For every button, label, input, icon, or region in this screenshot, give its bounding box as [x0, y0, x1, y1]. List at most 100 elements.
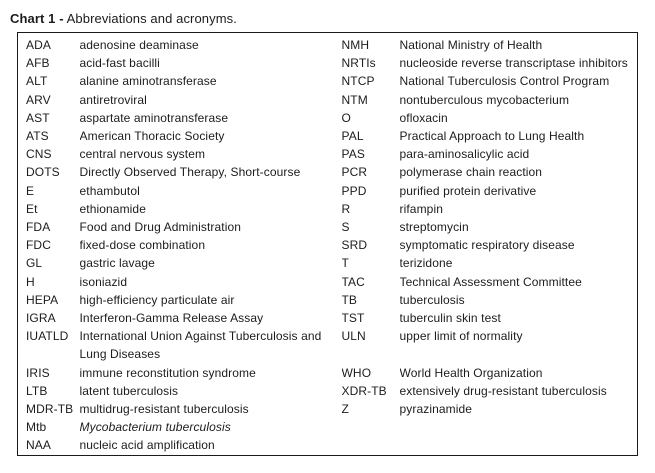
abbreviation-cell-left: LTB — [26, 383, 48, 398]
abbreviation-cell-right: Z — [341, 402, 349, 417]
abbreviation-cell-left: FDC — [26, 238, 51, 253]
abbreviation-cell-right: NTCP — [341, 74, 375, 89]
definition-cell-left: American Thoracic Society — [79, 129, 225, 144]
definition-cell-right: pyrazinamide — [399, 402, 473, 417]
definition-cell-right: Technical Assessment Committee — [399, 274, 582, 289]
abbreviation-cell-left: IRIS — [26, 365, 50, 380]
definition-cell-right: extensively drug-resistant tuberculosis — [399, 383, 607, 398]
table-row: IUATLD International Union Against Tuber… — [18, 327, 638, 363]
abbreviation-cell-right — [342, 418, 400, 436]
abbreviation-cell-left: H — [26, 274, 35, 289]
table-row: H isoniazid TAC Technical Assessment Com… — [18, 273, 638, 291]
definition-cell-left: central nervous system — [79, 147, 206, 162]
chart-title-label: Chart 1 - — [10, 11, 64, 26]
definition-cell-left: Interferon-Gamma Release Assay — [79, 311, 264, 326]
definition-cell-left: fixed-dose combination — [79, 238, 206, 253]
table-row: ALT alanine aminotransferase NTCP Nation… — [18, 72, 638, 90]
definition-cell-left: gastric lavage — [79, 256, 155, 271]
abbreviation-cell-right: TB — [341, 292, 358, 307]
table-row: AFB acid-fast bacilli NRTIs nucleoside r… — [18, 54, 638, 72]
definition-cell-left: ethionamide — [79, 201, 146, 216]
definition-cell-right: World Health Organization — [399, 365, 543, 380]
definition-cell-left: adenosine deaminase — [79, 38, 199, 52]
abbreviations-table-body: ADA adenosine deaminase NMH National Min… — [18, 33, 638, 456]
definition-cell-left: high-efficiency particulate air — [79, 292, 235, 307]
table-row: IRIS immune reconstitution syndrome WHO … — [18, 364, 638, 382]
abbreviation-cell-left: MDR-TB — [26, 402, 74, 417]
definition-cell-left: isoniazid — [79, 274, 128, 289]
table-row: ARV antiretroviral NTM nontuberculous my… — [18, 91, 638, 109]
abbreviation-cell-right: NTM — [341, 92, 368, 107]
abbreviation-cell-right: S — [341, 220, 350, 235]
abbreviation-cell-right: ULN — [341, 329, 366, 344]
table-row: Et ethionamide R rifampin — [18, 200, 638, 218]
abbreviation-cell-right: XDR-TB — [341, 383, 387, 398]
abbreviation-cell-left: GL — [26, 256, 43, 271]
abbreviation-cell-left: ADA — [26, 38, 51, 52]
table-row: NAA nucleic acid amplification — [18, 436, 638, 455]
abbreviation-cell-left: E — [26, 183, 35, 198]
table-row: CNS central nervous system PAS para-amin… — [18, 145, 638, 163]
abbreviation-cell-right: PAL — [341, 129, 364, 144]
abbreviation-cell-left: IUATLD — [26, 329, 69, 344]
chart-title-caption: Abbreviations and acronyms. — [66, 11, 237, 26]
abbreviation-cell-left: CNS — [26, 147, 52, 162]
definition-cell-right: polymerase chain reaction — [399, 165, 543, 180]
definition-cell-left: Directly Observed Therapy, Short-course — [79, 165, 301, 180]
definition-cell-left: antiretroviral — [79, 92, 147, 107]
definition-cell-right: rifampin — [399, 201, 443, 216]
definition-cell-left: aspartate aminotransferase — [79, 110, 229, 125]
abbreviation-cell-right: T — [341, 256, 349, 271]
definition-cell-right: para-aminosalicylic acid — [399, 147, 530, 162]
abbreviation-cell-left: HEPA — [26, 292, 59, 307]
definition-cell-right: National Ministry of Health — [399, 38, 543, 52]
definition-cell-right — [400, 436, 638, 455]
definition-cell-left: ethambutol — [79, 183, 140, 198]
definition-cell-right — [400, 418, 638, 436]
definition-cell-right: ofloxacin — [399, 110, 448, 125]
abbreviation-cell-right: PAS — [341, 147, 365, 162]
definition-cell-right: terizidone — [399, 256, 453, 271]
abbreviations-table: ADA adenosine deaminase NMH National Min… — [17, 32, 638, 456]
table-row: E ethambutol PPD purified protein deriva… — [18, 182, 638, 200]
abbreviation-cell-left: AFB — [26, 56, 50, 71]
abbreviation-cell-left: ATS — [26, 129, 49, 144]
abbreviation-cell-left: ALT — [26, 74, 48, 89]
definition-cell-left: immune reconstitution syndrome — [79, 365, 256, 380]
abbreviation-cell-left: NAA — [26, 438, 51, 453]
table-row: HEPA high-efficiency particulate air TB … — [18, 291, 638, 309]
definition-cell-left: Mycobacterium tuberculosis — [79, 420, 231, 435]
abbreviation-cell-left: FDA — [26, 220, 51, 235]
definition-cell-right: symptomatic respiratory disease — [399, 238, 575, 253]
table-row: LTB latent tuberculosis XDR-TB extensive… — [18, 382, 638, 400]
abbreviation-cell-right: PCR — [341, 165, 368, 180]
table-row: Mtb Mycobacterium tuberculosis — [18, 418, 638, 436]
definition-cell-right: purified protein derivative — [399, 183, 537, 198]
chart-title: Chart 1 - Abbreviations and acronyms. — [10, 11, 237, 26]
definition-cell-right: nucleoside reverse transcriptase inhibit… — [399, 56, 628, 71]
abbreviation-cell-left: AST — [26, 110, 50, 125]
abbreviation-cell-left: ARV — [26, 92, 51, 107]
abbreviation-cell-right: O — [341, 110, 351, 125]
definition-cell-left: Food and Drug Administration — [79, 220, 242, 235]
definition-cell-left: nucleic acid amplification — [79, 438, 215, 453]
abbreviation-cell-right — [342, 436, 400, 455]
abbreviation-cell-left: Mtb — [26, 420, 47, 435]
abbreviation-cell-left: DOTS — [26, 165, 60, 180]
definition-cell-right: Practical Approach to Lung Health — [399, 129, 585, 144]
definition-cell-left: multidrug-resistant tuberculosis — [79, 402, 249, 417]
definition-cell-left: acid-fast bacilli — [79, 56, 160, 71]
definition-cell-left: alanine aminotransferase — [79, 74, 217, 89]
table-row: FDC fixed-dose combination SRD symptomat… — [18, 236, 638, 254]
table-row: DOTS Directly Observed Therapy, Short-co… — [18, 163, 638, 181]
definition-cell-right: tuberculin skin test — [399, 311, 501, 326]
abbreviation-cell-right: SRD — [341, 238, 368, 253]
definition-cell-right: upper limit of normality — [399, 329, 523, 344]
abbreviation-cell-right: NRTIs — [341, 56, 376, 71]
definition-cell-right: nontuberculous mycobacterium — [399, 92, 570, 107]
definition-cell-left: latent tuberculosis — [79, 383, 179, 398]
abbreviation-cell-left: IGRA — [26, 311, 56, 326]
abbreviation-cell-right: NMH — [341, 38, 370, 52]
abbreviation-cell-right: R — [341, 201, 351, 216]
table-row: GL gastric lavage T terizidone — [18, 254, 638, 272]
